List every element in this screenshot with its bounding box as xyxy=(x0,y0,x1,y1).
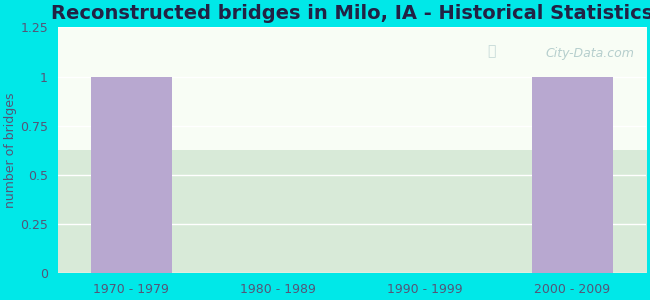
Text: ⓘ: ⓘ xyxy=(487,45,495,59)
Bar xyxy=(532,76,613,273)
Text: City-Data.com: City-Data.com xyxy=(545,47,634,60)
Title: Reconstructed bridges in Milo, IA - Historical Statistics: Reconstructed bridges in Milo, IA - Hist… xyxy=(51,4,650,23)
Bar xyxy=(91,76,172,273)
Y-axis label: number of bridges: number of bridges xyxy=(4,93,17,208)
